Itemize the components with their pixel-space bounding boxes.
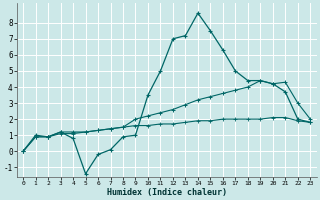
X-axis label: Humidex (Indice chaleur): Humidex (Indice chaleur) [107, 188, 227, 197]
